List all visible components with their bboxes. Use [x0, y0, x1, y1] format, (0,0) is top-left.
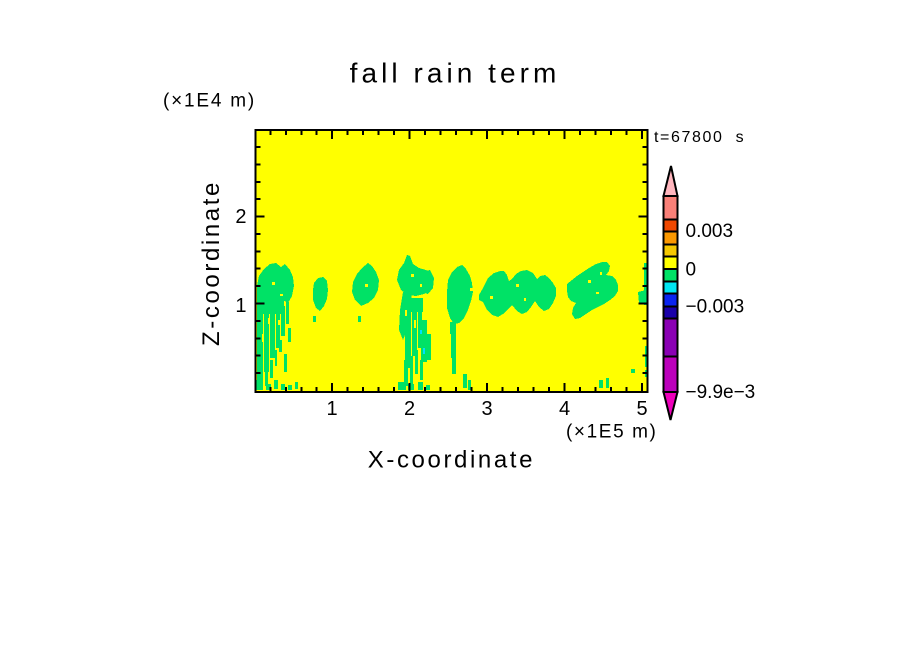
- svg-text:−0.003: −0.003: [686, 297, 745, 318]
- svg-text:Z-coordinate: Z-coordinate: [198, 180, 225, 346]
- svg-text:t=67800 s: t=67800 s: [654, 129, 745, 146]
- svg-text:2: 2: [235, 206, 246, 228]
- svg-text:0.003: 0.003: [686, 221, 734, 242]
- svg-text:1: 1: [326, 398, 337, 420]
- svg-text:0: 0: [686, 259, 697, 280]
- svg-text:−9.9e−3: −9.9e−3: [686, 382, 756, 403]
- svg-text:4: 4: [559, 398, 570, 420]
- svg-text:3: 3: [481, 398, 492, 420]
- svg-text:5: 5: [636, 398, 647, 420]
- svg-text:X-coordinate: X-coordinate: [368, 447, 535, 474]
- svg-text:(×1E5 m): (×1E5 m): [566, 422, 657, 443]
- svg-text:(×1E4 m): (×1E4 m): [163, 91, 256, 112]
- svg-text:1: 1: [235, 295, 246, 317]
- svg-text:2: 2: [404, 398, 415, 420]
- svg-text:fall rain term: fall rain term: [350, 58, 561, 89]
